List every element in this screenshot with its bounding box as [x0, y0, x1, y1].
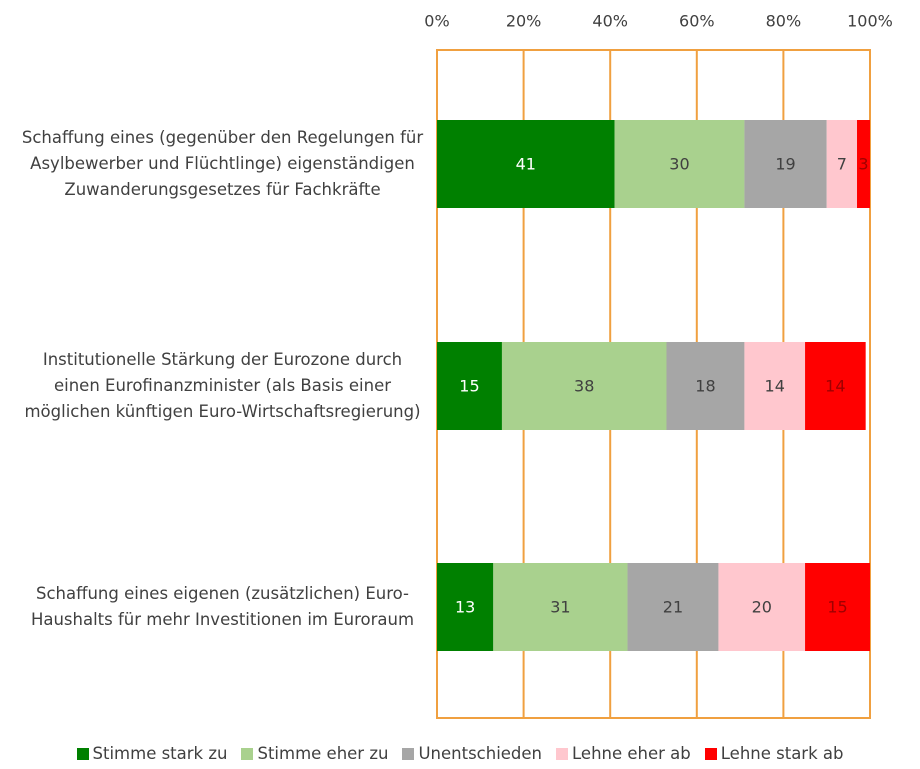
data-label: 19 [775, 155, 795, 174]
data-label: 13 [455, 598, 475, 617]
bar-segment [666, 342, 745, 430]
bar-segment [627, 563, 719, 651]
bar-segment [437, 120, 615, 208]
data-label: 15 [827, 598, 847, 617]
data-label: 7 [837, 155, 847, 174]
legend-swatch [704, 747, 717, 760]
bar-segment [826, 120, 858, 208]
legend-label: Unentschieden [418, 744, 543, 763]
data-label: 41 [516, 155, 536, 174]
category-label: Institutionelle Stärkung der Eurozone du… [24, 350, 421, 421]
x-tick-label: 80% [766, 12, 802, 31]
data-label: 14 [765, 377, 785, 396]
legend-item: Unentschieden [402, 744, 542, 763]
data-label: 21 [663, 598, 683, 617]
bar-segment [501, 342, 667, 430]
x-tick-label: 40% [592, 12, 628, 31]
legend-label: Lehne stark ab [720, 744, 844, 763]
legend-item: Lehne eher ab [556, 744, 691, 763]
data-label: 31 [550, 598, 570, 617]
bar-segment [805, 342, 866, 430]
bar-segment [744, 120, 827, 208]
legend-item: Stimme stark zu [76, 744, 228, 763]
category-label: Schaffung eines eigenen (zusätzlichen) E… [30, 584, 415, 629]
x-tick-label: 60% [679, 12, 715, 31]
legend-swatch [241, 747, 254, 760]
legend-item: Lehne stark ab [704, 744, 844, 763]
data-label: 20 [752, 598, 772, 617]
bar-segment [805, 563, 870, 651]
legend-label: Lehne eher ab [572, 744, 691, 763]
legend-label: Stimme eher zu [257, 744, 389, 763]
legend: Stimme stark zu Stimme eher zu Unentschied… [0, 744, 920, 763]
data-label: 38 [574, 377, 594, 396]
data-label: 14 [825, 377, 845, 396]
category-label: Schaffung eines (gegenüber den Regelunge… [21, 128, 424, 199]
data-label: 18 [695, 377, 715, 396]
x-tick-label: 20% [506, 12, 542, 31]
data-label: 30 [669, 155, 689, 174]
bar-segment [493, 563, 628, 651]
bar-segment [437, 563, 494, 651]
legend-item: Stimme eher zu [241, 744, 388, 763]
legend-swatch [402, 747, 415, 760]
x-tick-label: 100% [847, 12, 893, 31]
bar-segment [718, 563, 806, 651]
x-tick-label: 0% [424, 12, 449, 31]
data-label: 15 [459, 377, 479, 396]
legend-swatch [76, 747, 89, 760]
bar-segment [744, 342, 806, 430]
bar-segment [614, 120, 745, 208]
bar-segment [857, 120, 870, 208]
legend-swatch [556, 747, 569, 760]
data-label: 3 [858, 155, 868, 174]
legend-label: Stimme stark zu [92, 744, 228, 763]
bar-segment [437, 342, 502, 430]
